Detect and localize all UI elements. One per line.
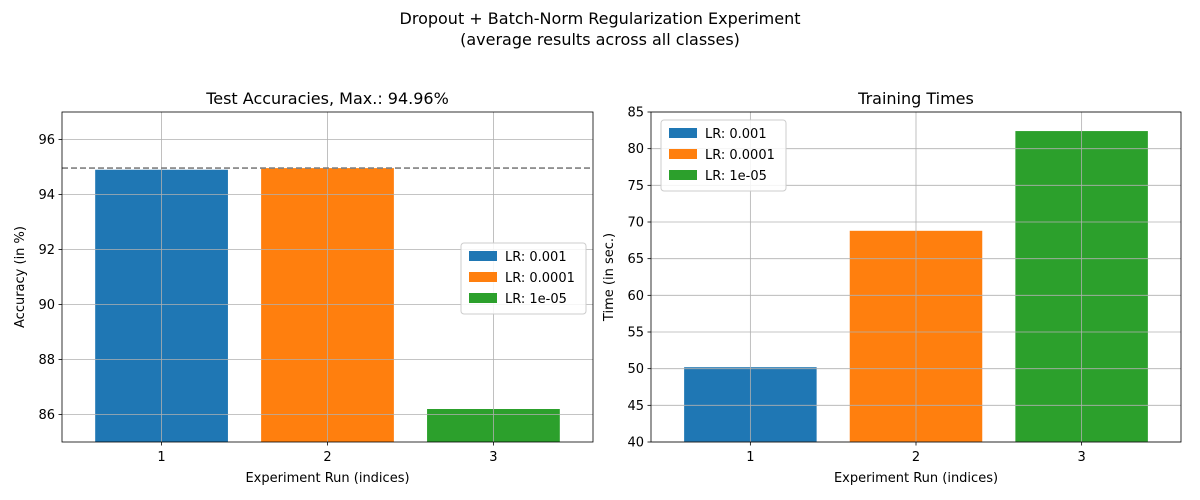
legend-swatch bbox=[669, 128, 697, 138]
legend-swatch bbox=[669, 149, 697, 159]
x-tick-label: 2 bbox=[912, 450, 920, 465]
figure-title: Dropout + Batch-Norm Regularization Expe… bbox=[400, 9, 801, 28]
legend-swatch bbox=[669, 170, 697, 180]
y-tick-label: 86 bbox=[38, 408, 55, 423]
y-tick-label: 60 bbox=[627, 289, 644, 304]
chart-title: Test Accuracies, Max.: 94.96% bbox=[205, 89, 449, 108]
y-tick-label: 65 bbox=[627, 252, 644, 267]
x-tick-label: 3 bbox=[489, 450, 497, 465]
figure-subtitle: (average results across all classes) bbox=[460, 30, 740, 49]
y-tick-label: 94 bbox=[38, 188, 55, 203]
legend-swatch bbox=[469, 251, 497, 261]
legend-swatch bbox=[469, 272, 497, 282]
y-tick-label: 75 bbox=[627, 179, 644, 194]
y-axis-label: Accuracy (in %) bbox=[13, 226, 28, 328]
training-time-chart: 40 45 50 55 60 65 70 75 80 85 1 2 3 Training Times Exp… bbox=[602, 89, 1182, 486]
x-tick-label: 3 bbox=[1077, 450, 1085, 465]
axes-frame bbox=[650, 111, 1182, 443]
chart-title: Training Times bbox=[857, 89, 974, 108]
legend-label: LR: 0.001 bbox=[505, 250, 567, 265]
y-tick-label: 85 bbox=[627, 106, 644, 121]
y-tick-label: 88 bbox=[38, 353, 55, 368]
legend-label: LR: 0.0001 bbox=[505, 271, 575, 286]
y-tick-label: 45 bbox=[627, 399, 644, 414]
y-tick-label: 70 bbox=[627, 216, 644, 231]
y-tick-label: 96 bbox=[38, 133, 55, 148]
y-tick-label: 92 bbox=[38, 243, 55, 258]
y-tick-label: 90 bbox=[38, 298, 55, 313]
y-tick-label: 80 bbox=[627, 142, 644, 157]
legend-label: LR: 1e-05 bbox=[505, 292, 567, 307]
legend-swatch bbox=[469, 293, 497, 303]
axes-frame bbox=[61, 111, 594, 443]
x-tick-label: 1 bbox=[746, 450, 754, 465]
y-axis-label: Time (in sec.) bbox=[602, 233, 617, 322]
y-tick-label: 55 bbox=[627, 326, 644, 341]
x-tick-label: 2 bbox=[323, 450, 331, 465]
accuracy-chart: 86 88 90 92 94 96 1 2 3 Test Accuracies, Max.: 94… bbox=[13, 89, 594, 486]
x-tick-label: 1 bbox=[157, 450, 165, 465]
legend-label: LR: 0.0001 bbox=[705, 148, 775, 163]
y-tick-label: 40 bbox=[627, 436, 644, 451]
x-axis-label: Experiment Run (indices) bbox=[245, 471, 409, 486]
legend-label: LR: 0.001 bbox=[705, 127, 767, 142]
x-axis-label: Experiment Run (indices) bbox=[834, 471, 998, 486]
y-tick-label: 50 bbox=[627, 362, 644, 377]
legend-label: LR: 1e-05 bbox=[705, 169, 767, 184]
